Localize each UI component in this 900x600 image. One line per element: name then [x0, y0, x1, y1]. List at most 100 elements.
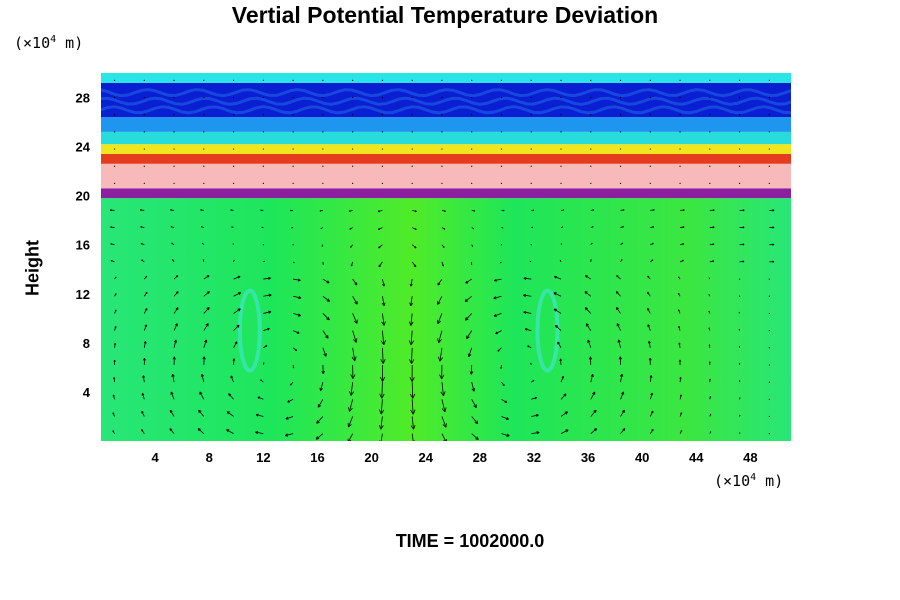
wind-arrow	[381, 131, 384, 133]
wind-arrow	[768, 364, 770, 366]
wind-arrow	[619, 373, 624, 383]
wind-arrow	[379, 433, 383, 441]
wind-arrow	[201, 226, 204, 228]
wind-arrow	[471, 148, 473, 150]
wind-arrow	[233, 341, 238, 348]
wind-arrow	[649, 148, 651, 150]
wind-arrow	[262, 165, 264, 167]
wind-arrow	[410, 416, 416, 430]
wind-arrow	[437, 278, 443, 286]
wind-arrow	[441, 416, 447, 428]
wind-arrow	[650, 226, 655, 228]
wind-arrow	[377, 209, 383, 213]
wind-arrow	[381, 96, 384, 99]
wind-arrow	[494, 278, 502, 282]
wind-arrow	[260, 379, 264, 383]
wind-arrow	[409, 347, 415, 365]
wind-arrow	[349, 382, 355, 396]
wind-arrow	[110, 243, 115, 246]
wind-arrow	[291, 227, 294, 229]
wind-arrow	[560, 148, 562, 150]
wind-arrow	[411, 261, 417, 268]
wind-arrow	[679, 259, 684, 263]
wind-arrow	[409, 296, 414, 307]
wind-arrow	[471, 382, 476, 392]
wind-arrow	[648, 357, 652, 365]
wind-arrow	[351, 347, 357, 362]
wind-arrow	[647, 324, 651, 331]
wind-arrow	[320, 227, 324, 230]
wind-arrow	[232, 182, 235, 184]
wind-arrow	[679, 131, 681, 133]
wind-arrow	[172, 356, 176, 365]
wind-arrow	[560, 131, 562, 133]
wind-arrow	[708, 310, 711, 314]
wind-arrow	[620, 226, 624, 228]
wind-arrow	[709, 114, 711, 116]
wind-arrow	[560, 79, 562, 81]
wind-arrow	[289, 381, 294, 386]
y-tick-label: 4	[83, 385, 91, 400]
wind-arrow	[769, 243, 775, 246]
x-axis-unit: (×104 m)	[714, 472, 784, 490]
wind-arrow	[590, 259, 592, 262]
wind-arrow	[560, 393, 567, 400]
x-tick-label: 28	[473, 450, 487, 465]
wind-arrow	[143, 308, 148, 314]
wind-arrow	[739, 260, 745, 263]
wind-arrow	[112, 430, 115, 434]
wind-arrow	[524, 328, 532, 331]
wind-arrow	[352, 330, 358, 343]
wind-arrow	[352, 131, 354, 133]
wind-arrow	[169, 428, 175, 434]
wind-arrow	[527, 345, 532, 349]
y-tick-label: 8	[83, 336, 90, 351]
wind-arrow	[500, 364, 503, 369]
wind-arrow	[233, 308, 241, 314]
wind-arrow	[465, 278, 472, 284]
wind-arrow	[263, 293, 272, 297]
wind-arrow	[141, 410, 145, 417]
wind-arrow	[530, 182, 532, 184]
wind-arrow	[471, 182, 473, 184]
wind-arrow	[352, 165, 354, 167]
wind-arrow	[530, 165, 532, 167]
wind-arrow	[233, 324, 240, 331]
wind-arrow	[649, 428, 654, 434]
wind-arrow	[493, 295, 502, 300]
wind-arrow	[352, 278, 358, 286]
temperature-layer	[101, 153, 791, 164]
wind-arrow	[530, 244, 532, 246]
wind-arrow	[768, 165, 770, 167]
wind-arrow	[471, 433, 479, 440]
wind-arrow	[768, 278, 770, 280]
wind-arrow	[173, 291, 179, 297]
wind-arrow	[378, 399, 385, 415]
wind-arrow	[469, 364, 474, 375]
wind-arrow	[197, 428, 205, 434]
wind-arrow	[768, 330, 770, 332]
wind-arrow	[201, 242, 205, 246]
wind-arrow	[471, 79, 473, 81]
wind-arrow	[437, 296, 443, 305]
wind-arrow	[352, 182, 354, 184]
wind-arrow	[315, 433, 324, 440]
wind-arrow	[590, 409, 597, 417]
wind-arrow	[650, 209, 655, 212]
wind-arrow	[495, 330, 502, 335]
wind-vector-field	[109, 79, 775, 441]
wind-arrow	[143, 324, 148, 331]
wind-arrow	[560, 429, 569, 434]
wind-arrow	[143, 131, 145, 133]
wind-arrow	[590, 226, 594, 228]
wind-arrow	[441, 433, 447, 441]
potential-temperature-field	[101, 73, 791, 441]
wind-arrow	[203, 114, 205, 116]
wind-arrow	[293, 295, 302, 300]
wind-arrow	[232, 358, 236, 365]
wind-arrow	[292, 148, 294, 150]
wind-arrow	[590, 182, 592, 184]
wind-arrow	[228, 393, 234, 400]
